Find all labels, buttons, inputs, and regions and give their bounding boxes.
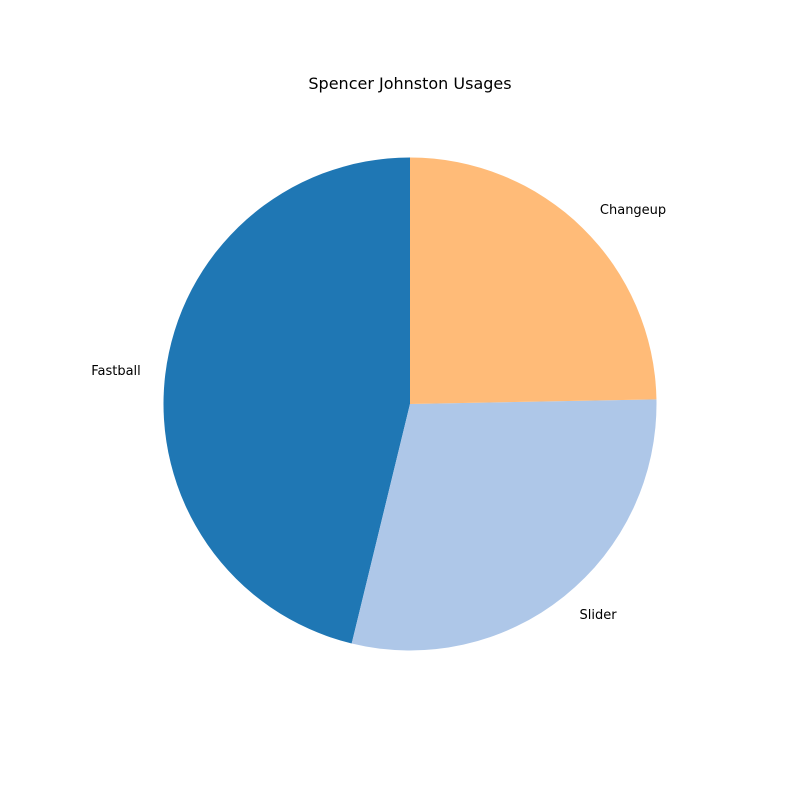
pie-slice-fastball [163, 157, 410, 644]
chart-title: Spencer Johnston Usages [308, 74, 511, 93]
pie-label-slider: Slider [580, 608, 618, 623]
pie-slice-changeup [410, 157, 657, 404]
pie-slice-slider [351, 399, 657, 651]
pie-label-fastball: Fastball [91, 364, 141, 379]
pie-label-changeup: Changeup [600, 203, 666, 218]
pie-labels: Fastball Slider Changeup [91, 203, 666, 623]
pie-slices [163, 157, 657, 651]
